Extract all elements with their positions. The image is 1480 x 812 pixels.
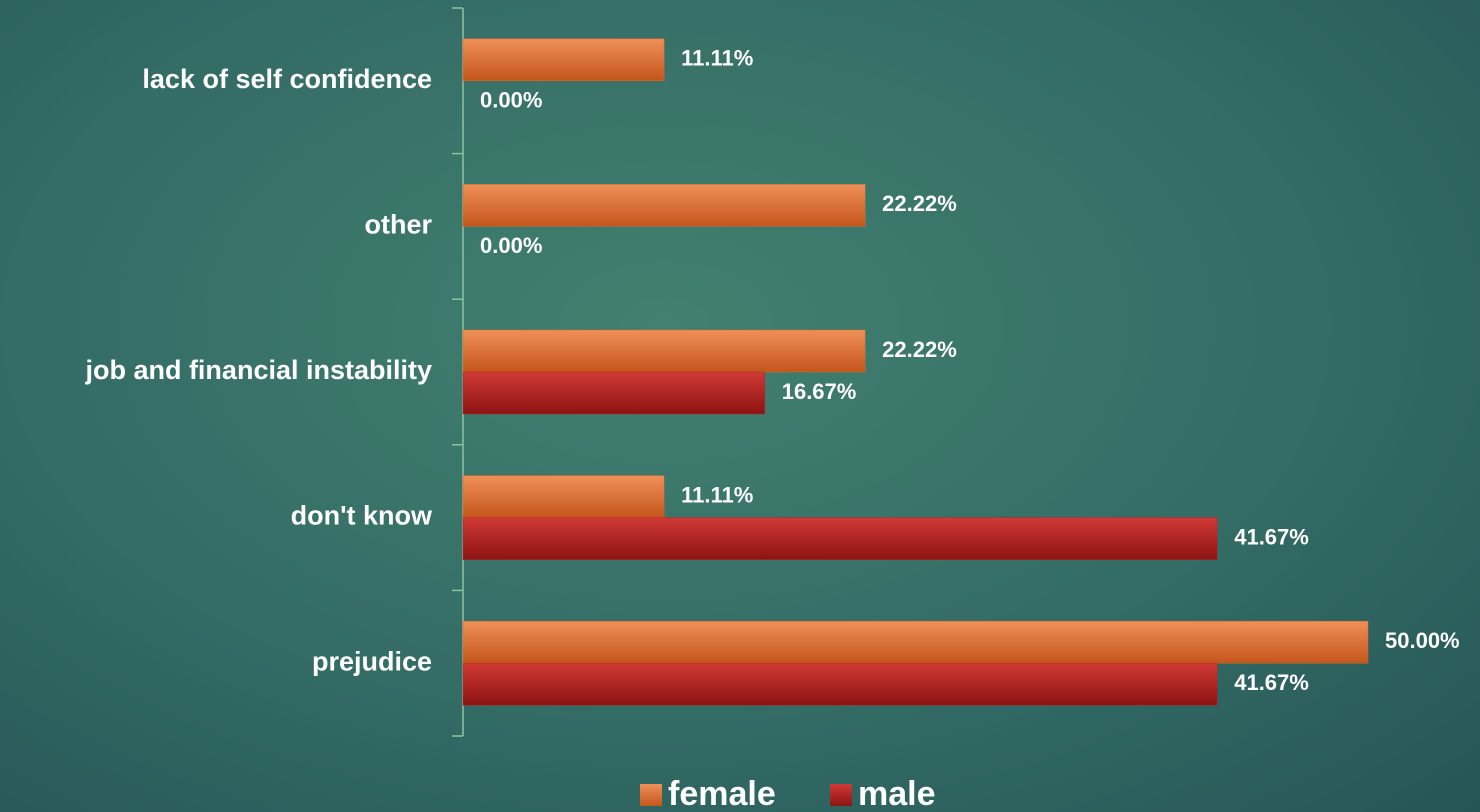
category-label: prejudice <box>312 646 432 676</box>
data-label: 22.22% <box>882 337 957 362</box>
category-label: job and financial instability <box>84 355 432 385</box>
bar <box>462 517 1218 560</box>
legend-swatch <box>830 784 852 806</box>
bar <box>462 371 765 415</box>
bar <box>462 620 1369 664</box>
data-label: 22.22% <box>882 191 957 216</box>
data-label: 41.67% <box>1234 524 1309 549</box>
data-label: 0.00% <box>480 88 542 113</box>
data-label: 50.00% <box>1385 628 1460 653</box>
category-label: lack of self confidence <box>142 64 432 94</box>
bar <box>462 662 1218 706</box>
category-label: other <box>365 210 433 240</box>
bar <box>462 184 866 227</box>
data-label: 11.11% <box>681 482 753 507</box>
legend-label: male <box>858 775 936 812</box>
bar <box>462 329 866 373</box>
data-label: 0.00% <box>480 233 542 258</box>
data-label: 41.67% <box>1234 670 1309 695</box>
bar <box>462 38 665 82</box>
data-label: 11.11% <box>681 46 753 71</box>
bar <box>462 475 665 518</box>
legend-label: female <box>668 775 776 812</box>
data-label: 16.67% <box>782 379 857 404</box>
legend-swatch <box>640 784 662 806</box>
category-label: don't know <box>291 501 433 531</box>
